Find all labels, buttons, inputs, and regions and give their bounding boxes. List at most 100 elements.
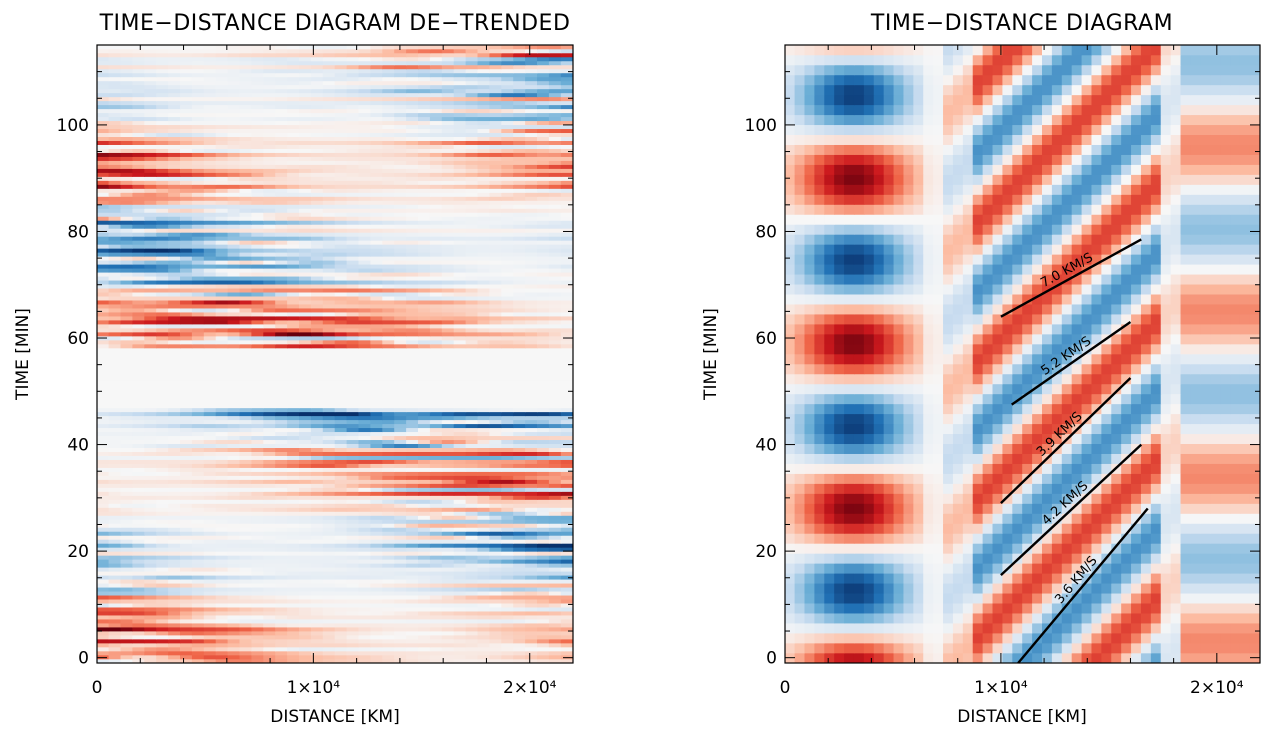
heatmap-cell <box>513 228 526 233</box>
heatmap-cell <box>537 491 550 496</box>
heatmap-cell <box>215 319 229 325</box>
heatmap-cell <box>370 614 383 620</box>
heatmap-cell <box>322 555 336 560</box>
heatmap-cell <box>477 626 490 632</box>
heatmap-cell <box>441 240 455 245</box>
heatmap-cell <box>334 447 348 452</box>
heatmap-cell <box>180 339 193 345</box>
heatmap-cell <box>525 622 538 628</box>
heatmap-cell <box>453 208 467 213</box>
heatmap-cell <box>513 658 526 663</box>
heatmap-cell <box>239 622 252 628</box>
heatmap-cell <box>489 359 502 365</box>
heatmap-cell <box>489 224 502 229</box>
heatmap-cell <box>215 614 229 620</box>
heatmap-cell <box>180 407 193 413</box>
heatmap-cell <box>322 654 336 660</box>
heatmap-cell <box>97 192 110 197</box>
heatmap-cell <box>120 559 133 564</box>
heatmap-cell <box>263 323 276 329</box>
heatmap-cell <box>144 327 157 333</box>
heatmap-cell <box>227 503 241 508</box>
heatmap-cell <box>358 176 371 181</box>
heatmap-cell <box>525 606 538 612</box>
heatmap-cell <box>251 618 264 624</box>
heatmap-cell <box>358 383 371 389</box>
heatmap-cell <box>358 471 371 476</box>
heatmap-cell <box>429 319 443 325</box>
heatmap-cell <box>394 267 407 273</box>
heatmap-cell <box>287 630 300 636</box>
heatmap-cell <box>275 535 288 540</box>
heatmap-cell <box>453 451 467 456</box>
heatmap-cell <box>453 271 467 277</box>
heatmap-cell <box>263 351 276 357</box>
heatmap-cell <box>275 200 288 205</box>
heatmap-cell <box>227 184 241 189</box>
heatmap-cell <box>513 355 526 361</box>
heatmap-cell <box>310 256 324 261</box>
heatmap-cell <box>227 287 241 293</box>
heatmap-cell <box>394 535 407 540</box>
heatmap-cell <box>287 220 300 225</box>
heatmap-cell <box>453 567 467 572</box>
heatmap-cell <box>120 275 133 281</box>
heatmap-cell <box>97 164 110 169</box>
heatmap-cell <box>251 307 264 313</box>
heatmap-cell <box>275 299 288 305</box>
heatmap-cell <box>537 192 550 197</box>
heatmap-cell <box>334 491 348 496</box>
heatmap-cell <box>453 602 467 608</box>
heatmap-cell <box>144 271 157 277</box>
heatmap-cell <box>513 208 526 213</box>
heatmap-cell <box>382 455 395 460</box>
heatmap-cell <box>287 523 300 528</box>
heatmap-cell <box>370 459 383 464</box>
heatmap-cell <box>429 283 443 289</box>
heatmap-cell <box>560 212 573 217</box>
heatmap-cell <box>346 427 360 433</box>
heatmap-cell <box>191 471 205 476</box>
heatmap-cell <box>560 483 573 488</box>
heatmap-cell <box>334 419 348 425</box>
heatmap-cell <box>477 547 490 552</box>
heatmap-cell <box>310 475 324 480</box>
heatmap-cell <box>441 343 455 349</box>
heatmap-cell <box>156 267 169 273</box>
heatmap-cell <box>275 315 288 321</box>
heatmap-cell <box>501 527 514 532</box>
heatmap-cell <box>441 650 455 656</box>
heatmap-cell <box>453 507 467 512</box>
heatmap-cell <box>370 555 383 560</box>
heatmap-cell <box>275 439 288 445</box>
heatmap-cell <box>394 523 407 528</box>
heatmap-cell <box>251 547 264 552</box>
heatmap-cell <box>537 646 550 652</box>
heatmap-cell <box>120 567 133 572</box>
heatmap-cell <box>370 455 383 460</box>
heatmap-cell <box>168 335 181 341</box>
heatmap-cell <box>203 638 217 644</box>
heatmap-cell <box>537 351 550 357</box>
heatmap-cell <box>275 491 288 496</box>
heatmap-cell <box>537 375 550 381</box>
heatmap-cell <box>263 196 276 201</box>
heatmap-cell <box>310 275 324 281</box>
heatmap-cell <box>382 271 395 277</box>
heatmap-cell <box>358 535 371 540</box>
heatmap-cell <box>132 220 145 225</box>
heatmap-cell <box>144 642 157 648</box>
heatmap-cell <box>525 515 538 520</box>
heatmap-cell <box>477 515 490 520</box>
heatmap-cell <box>275 622 288 628</box>
heatmap-cell <box>465 184 479 189</box>
heatmap-cell <box>560 423 573 429</box>
heatmap-cell <box>108 407 122 413</box>
heatmap-cell <box>513 598 526 604</box>
heatmap-cell <box>501 208 514 213</box>
heatmap-cell <box>477 594 490 600</box>
heatmap-cell <box>406 614 419 620</box>
heatmap-cell <box>132 275 145 281</box>
heatmap-cell <box>382 527 395 532</box>
heatmap-cell <box>287 574 300 580</box>
